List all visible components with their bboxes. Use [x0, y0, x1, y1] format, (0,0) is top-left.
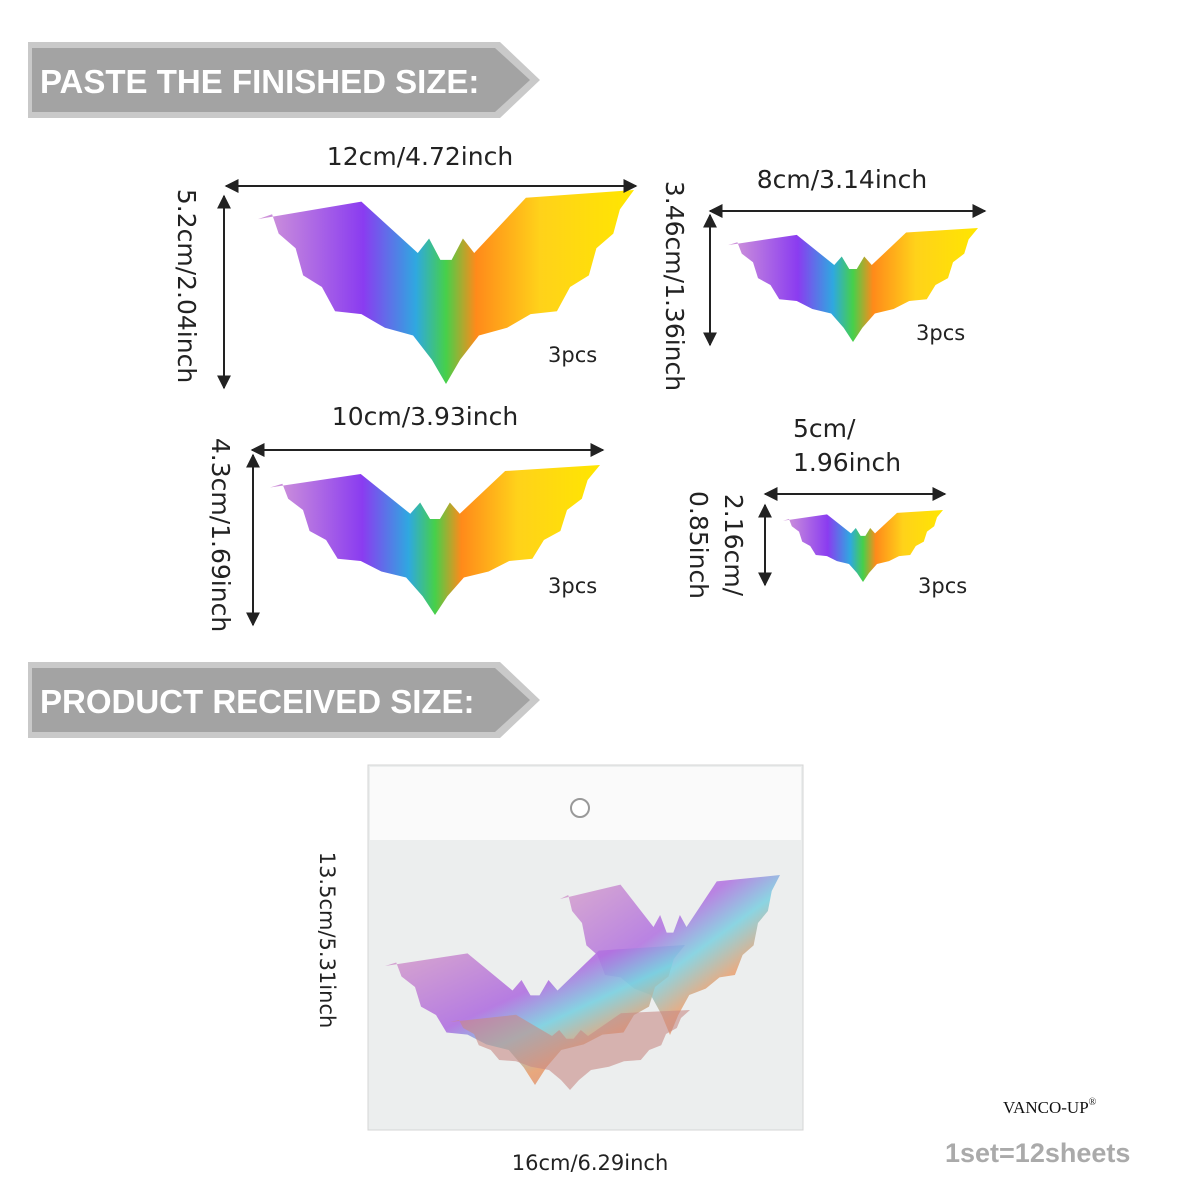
- brand-mark: ®: [1089, 1097, 1097, 1108]
- package: 13.5cm/5.31inch 16cm/6.29inch: [315, 764, 804, 1175]
- height-label: 13.5cm/5.31inch: [315, 852, 339, 1029]
- height-label: 0.85inch: [684, 491, 713, 599]
- width-label: 16cm/6.29inch: [512, 1151, 669, 1175]
- quantity: 3pcs: [916, 321, 965, 345]
- height-label: 2.16cm/: [719, 494, 748, 597]
- bat-medium: 8cm/3.14inch 3.46cm/1.36inch 3pcs: [660, 165, 987, 391]
- header-banner: PRODUCT RECEIVED SIZE:: [28, 662, 540, 738]
- quantity: 3pcs: [548, 343, 597, 367]
- width-label: 12cm/4.72inch: [327, 142, 513, 171]
- height-label: 5.2cm/2.04inch: [172, 189, 201, 383]
- bat-small: 5cm/ 1.96inch 2.16cm/ 0.85inch 3pcs: [684, 414, 967, 599]
- bat-mid-large: 10cm/3.93inch 4.3cm/1.69inch 3pcs: [206, 402, 605, 632]
- width-label: 1.96inch: [793, 448, 901, 477]
- height-label: 4.3cm/1.69inch: [206, 438, 235, 632]
- header-text: PASTE THE FINISHED SIZE:: [40, 63, 479, 100]
- height-label: 3.46cm/1.36inch: [660, 181, 689, 391]
- header-text: PRODUCT RECEIVED SIZE:: [40, 683, 475, 720]
- width-label: 5cm/: [793, 414, 856, 443]
- width-label: 8cm/3.14inch: [757, 165, 927, 194]
- quantity: 3pcs: [918, 574, 967, 598]
- quantity: 3pcs: [548, 574, 597, 598]
- set-note: 1set=12sheets: [945, 1138, 1130, 1168]
- brand: VANCO-UP®: [1003, 1097, 1097, 1117]
- bat-large: 12cm/4.72inch 5.2cm/2.04inch 3pcs: [172, 142, 638, 390]
- brand-name: VANCO-UP: [1003, 1098, 1089, 1117]
- width-label: 10cm/3.93inch: [332, 402, 518, 431]
- header-banner: PASTE THE FINISHED SIZE:: [28, 42, 540, 118]
